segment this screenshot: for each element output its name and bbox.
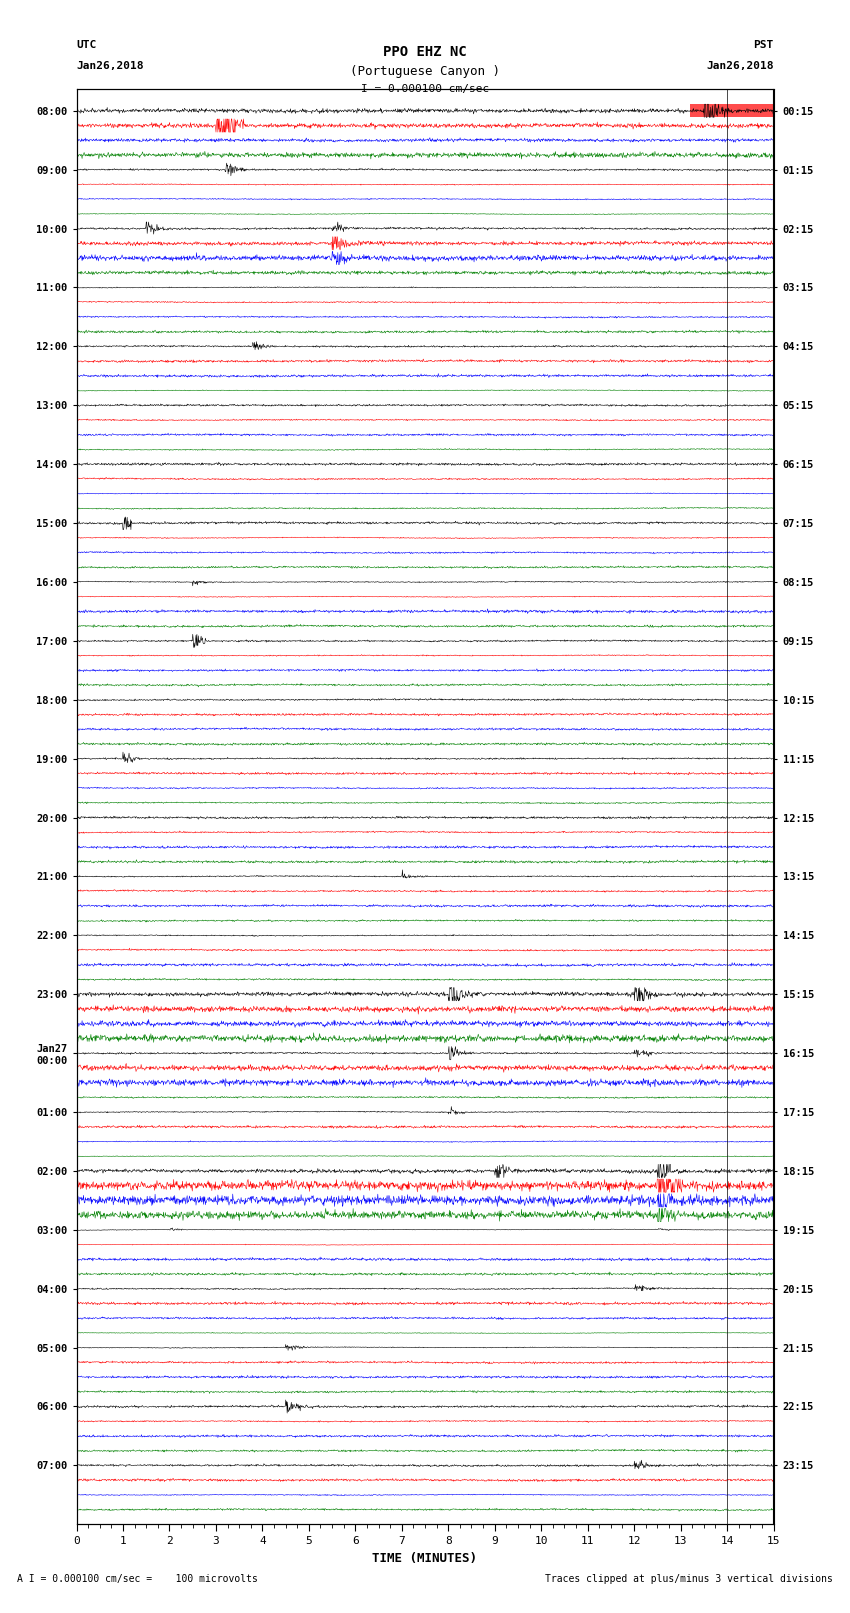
X-axis label: TIME (MINUTES): TIME (MINUTES) — [372, 1552, 478, 1565]
Text: UTC: UTC — [76, 40, 97, 50]
Text: A I = 0.000100 cm/sec =    100 microvolts: A I = 0.000100 cm/sec = 100 microvolts — [17, 1574, 258, 1584]
Text: Traces clipped at plus/minus 3 vertical divisions: Traces clipped at plus/minus 3 vertical … — [545, 1574, 833, 1584]
Text: PST: PST — [753, 40, 774, 50]
Text: Jan26,2018: Jan26,2018 — [76, 61, 144, 71]
Text: PPO EHZ NC: PPO EHZ NC — [383, 45, 467, 60]
Text: (Portuguese Canyon ): (Portuguese Canyon ) — [350, 65, 500, 77]
Text: Jan26,2018: Jan26,2018 — [706, 61, 774, 71]
Text: I = 0.000100 cm/sec: I = 0.000100 cm/sec — [361, 84, 489, 94]
